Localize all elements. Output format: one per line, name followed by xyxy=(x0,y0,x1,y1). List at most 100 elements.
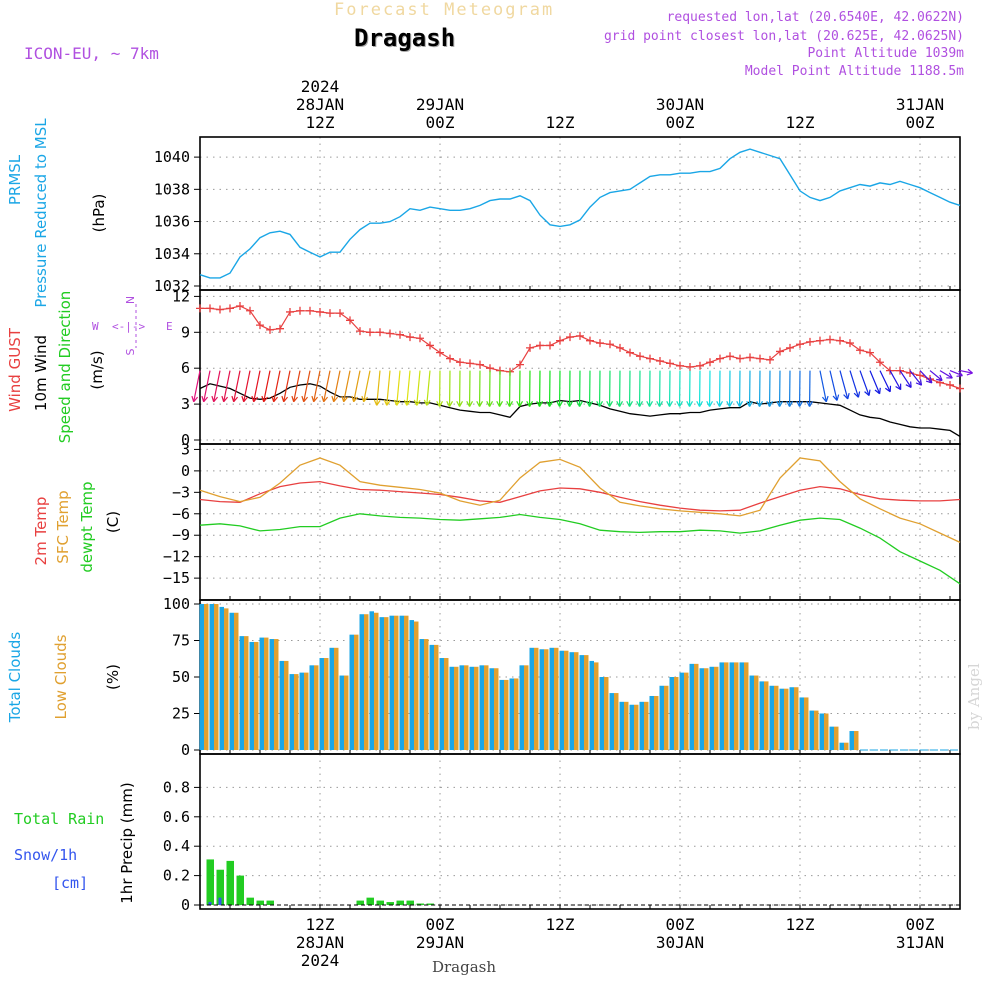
model-altitude: Model Point Altitude 1188.5m xyxy=(744,64,964,79)
total-cloud-bar xyxy=(829,726,834,750)
wind-direction-arrow xyxy=(556,370,564,407)
low-cloud-bar xyxy=(364,614,369,750)
wind-arrow-shaft xyxy=(323,370,331,402)
wind-arrow-head xyxy=(586,400,594,407)
gust-point-marker xyxy=(326,309,334,318)
wind-arrow-shaft xyxy=(353,370,361,402)
low-cloud-bar xyxy=(394,615,399,750)
total-cloud-bar xyxy=(709,666,714,750)
gust-point-marker xyxy=(716,354,724,363)
wind-arrow-head xyxy=(676,400,684,407)
temp-dewpt-label: dewpt Temp xyxy=(78,481,96,572)
wind-arrow-shaft xyxy=(919,370,933,384)
wind-arrow-head xyxy=(905,381,912,389)
wind-arrow-shaft xyxy=(293,370,301,402)
total-cloud-bar xyxy=(549,647,554,750)
rain-bar xyxy=(266,900,274,905)
total-cloud-bar xyxy=(329,647,334,750)
wind-arrow-head xyxy=(281,395,289,403)
total-cloud-bar xyxy=(659,685,664,750)
wind-direction-arrow xyxy=(706,370,714,407)
low-cloud-bar xyxy=(824,713,829,750)
top-time-label: 00Z xyxy=(666,113,695,132)
bottom-time-label: 00Z xyxy=(426,915,455,934)
wind-direction-arrow xyxy=(361,370,371,403)
gust-point-marker xyxy=(686,363,694,371)
pressure-label-msl: Pressure Reduced to MSL xyxy=(32,118,50,308)
wind-direction-arrow xyxy=(393,370,401,406)
total-cloud-bar xyxy=(779,688,784,750)
wind-arrow-head xyxy=(716,400,724,407)
wind-direction-arrow xyxy=(666,370,674,407)
wind-direction-arrow xyxy=(476,370,484,407)
gust-point-marker xyxy=(376,328,384,337)
low-cloud-bar xyxy=(844,742,849,750)
total-clouds-label: Total Clouds xyxy=(6,632,24,724)
gust-point-marker xyxy=(576,331,584,340)
low-cloud-bar xyxy=(444,658,449,750)
pressure-y-tick-label: 1038 xyxy=(154,180,190,198)
wind-arrow-head xyxy=(806,400,814,407)
total-cloud-bar xyxy=(689,663,694,750)
gust-point-marker xyxy=(626,348,634,357)
wind-arrow-head xyxy=(915,379,923,386)
bottom-time-label: 12Z xyxy=(306,915,335,934)
wind-arrow-head xyxy=(301,395,309,403)
gust-point-marker xyxy=(266,325,274,334)
precip-y-tick-label: 0.4 xyxy=(163,837,190,855)
snow-legend-label: Snow/1h xyxy=(14,846,77,864)
top-time-label: 28JAN xyxy=(296,95,344,114)
wind-arrow-shaft xyxy=(396,370,401,406)
pressure-line xyxy=(199,148,961,279)
wind-direction-arrow xyxy=(201,370,211,403)
total-cloud-bar xyxy=(669,677,674,750)
gust-point-marker xyxy=(536,341,544,350)
wind-y-tick-label: 9 xyxy=(181,323,190,341)
low-cloud-bar xyxy=(304,672,309,750)
temp-2m-line xyxy=(199,480,961,512)
compass-east-label: E xyxy=(166,320,173,333)
wind-direction-arrow xyxy=(929,370,943,382)
wind-arrow-head xyxy=(221,395,229,403)
wind-arrow-shaft xyxy=(849,370,860,398)
snow-bar xyxy=(208,902,212,905)
wind-arrow-shaft xyxy=(263,370,271,402)
total-cloud-bar xyxy=(649,695,654,750)
total-cloud-bar xyxy=(309,665,314,750)
clouds-unit-label: (%) xyxy=(104,664,122,690)
low-cloud-bar xyxy=(254,641,259,750)
total-cloud-bar xyxy=(399,615,404,750)
wind-arrow-head xyxy=(321,395,329,403)
temperature-y-tick-label: −15 xyxy=(163,569,190,587)
gust-point-marker xyxy=(896,366,904,375)
bottom-time-label: 12Z xyxy=(786,915,815,934)
wind-arrow-head xyxy=(766,400,774,407)
total-cloud-bar xyxy=(699,668,704,750)
total-cloud-bar xyxy=(409,620,414,750)
total-cloud-bar xyxy=(229,612,234,750)
wind-arrow-head xyxy=(413,399,421,406)
wind-direction-arrow xyxy=(636,370,644,407)
gust-point-marker xyxy=(256,321,264,330)
wind-arrow-head xyxy=(821,395,829,403)
gust-point-marker xyxy=(276,324,284,333)
wind-direction-arrow xyxy=(939,370,953,379)
gust-point-marker xyxy=(886,366,894,375)
wind-grid xyxy=(194,290,960,444)
gust-point-marker xyxy=(916,371,924,380)
wind-direction-arrow xyxy=(806,370,814,407)
wind-arrow-head xyxy=(776,400,784,407)
total-cloud-bar xyxy=(839,742,844,750)
low-cloud-bar xyxy=(654,695,659,750)
wind-direction-arrow xyxy=(716,370,724,407)
wind-direction-arrow xyxy=(879,370,892,393)
low-cloud-bar xyxy=(434,644,439,750)
wind-arrow-head xyxy=(446,400,454,407)
low-cloud-bar xyxy=(684,672,689,750)
wind-direction-arrow xyxy=(766,370,774,407)
low-cloud-bar xyxy=(624,701,629,750)
precip-y-tick-label: 0.6 xyxy=(163,808,190,826)
gust-point-marker xyxy=(816,336,824,345)
total-cloud-bar xyxy=(539,649,544,750)
low-cloud-bar xyxy=(724,662,729,750)
